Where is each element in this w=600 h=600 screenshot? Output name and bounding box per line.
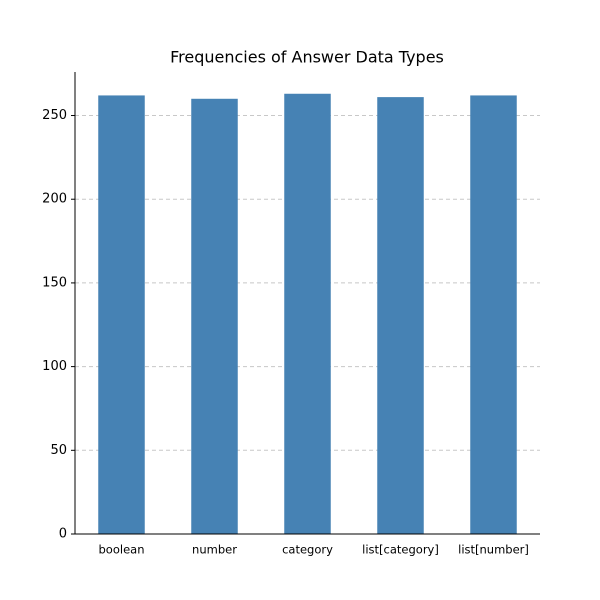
- x-tick-label: list[category]: [362, 543, 439, 557]
- x-tick-label: boolean: [99, 543, 145, 557]
- bar: [284, 93, 331, 535]
- bar: [377, 97, 424, 534]
- y-tick-label: 150: [42, 275, 67, 290]
- x-tick-label: number: [192, 543, 237, 557]
- bar: [191, 98, 238, 535]
- y-tick-label: 250: [42, 108, 67, 123]
- bar: [470, 95, 517, 534]
- x-tick-label: list[number]: [458, 543, 529, 557]
- x-tick-label: category: [282, 543, 333, 557]
- y-tick-label: 0: [59, 527, 67, 542]
- chart-title: Frequencies of Answer Data Types: [170, 48, 444, 67]
- y-tick-label: 100: [42, 359, 67, 374]
- y-tick-label: 50: [50, 443, 67, 458]
- bar: [98, 95, 145, 534]
- y-tick-label: 200: [42, 192, 67, 207]
